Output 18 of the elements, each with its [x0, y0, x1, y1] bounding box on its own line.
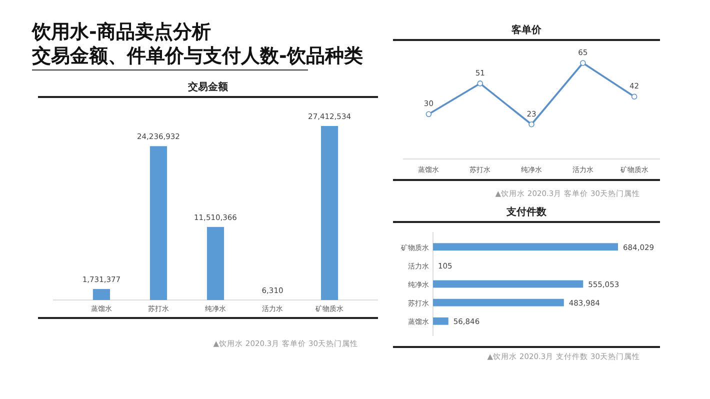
point — [528, 121, 534, 128]
bar — [433, 243, 618, 251]
bar — [433, 298, 564, 306]
text: 饮用水-商品卖点分析 — [31, 21, 211, 43]
chart-title: 交易金额 — [187, 81, 229, 93]
point — [580, 60, 586, 66]
point — [477, 80, 483, 86]
chart-title: 支付件数 — [506, 206, 548, 218]
text: 交易金额、件单价与支付人数-饮品种类 — [31, 45, 363, 67]
point — [631, 94, 638, 100]
bar — [206, 226, 224, 300]
bar — [150, 146, 168, 300]
chart-title: 客单价 — [510, 24, 542, 36]
point — [426, 111, 432, 118]
bar — [433, 280, 584, 288]
bar — [92, 289, 110, 300]
bar — [320, 126, 338, 300]
bar — [433, 317, 448, 325]
